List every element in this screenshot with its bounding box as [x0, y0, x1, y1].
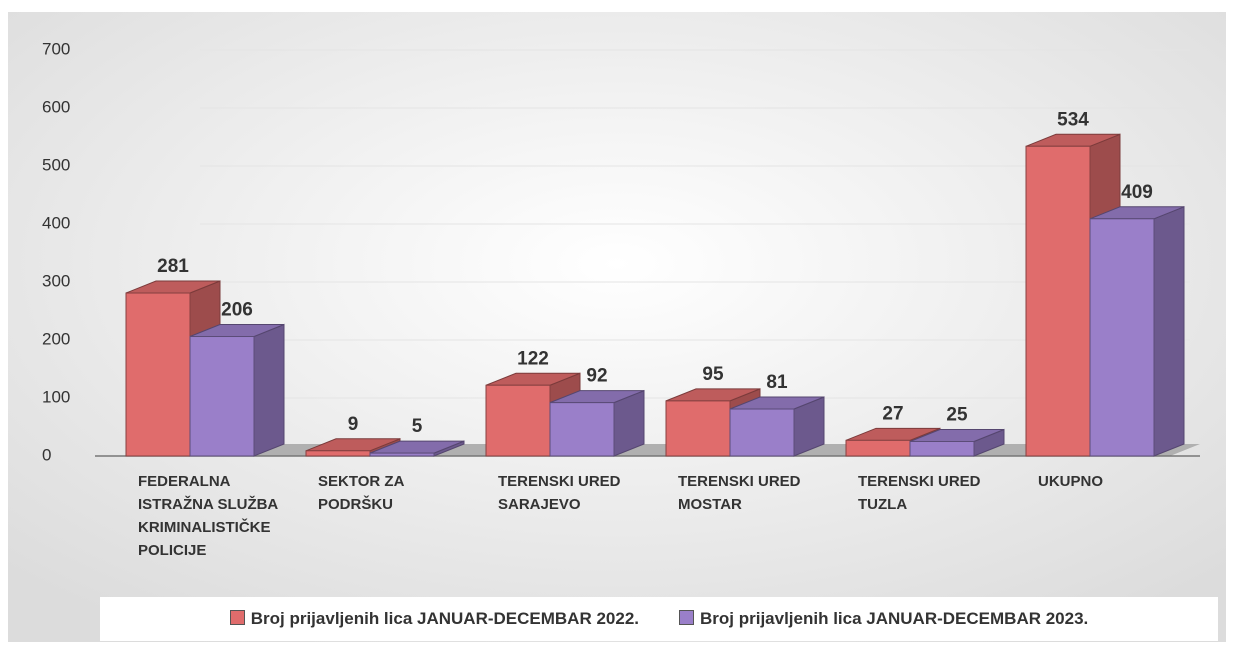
- data-label: 81: [766, 372, 788, 393]
- x-tick-label: TERENSKI URED TUZLA: [858, 473, 981, 513]
- data-label: 281: [157, 256, 189, 277]
- legend-label: Broj prijavljenih lica JANUAR-DECEMBAR 2…: [250, 609, 639, 628]
- x-tick-label: TERENSKI URED MOSTAR: [678, 473, 801, 513]
- y-tick-label: 100: [42, 387, 70, 406]
- x-tick-label: UKUPNO: [1038, 473, 1104, 490]
- legend-item: Broj prijavljenih lica JANUAR-DECEMBAR 2…: [679, 609, 1088, 629]
- bar: [189, 336, 255, 457]
- x-tick-label: TERENSKI URED SARAJEVO: [498, 473, 621, 513]
- data-label: 5: [412, 416, 423, 437]
- bar: [845, 439, 911, 457]
- y-tick-label: 300: [42, 271, 70, 290]
- y-tick-label: 500: [42, 155, 70, 174]
- data-label: 534: [1057, 109, 1089, 130]
- legend-label: Broj prijavljenih lica JANUAR-DECEMBAR 2…: [700, 609, 1089, 628]
- x-tick-label: FEDERALNA ISTRAŽNA SLUŽBA KRIMINALISTIČK…: [138, 473, 278, 559]
- bar: [665, 400, 731, 457]
- legend-swatch: [229, 610, 245, 625]
- legend-swatch: [679, 610, 694, 625]
- data-label: 122: [517, 348, 549, 369]
- data-label: 92: [586, 366, 607, 387]
- bar: [369, 452, 435, 457]
- bar-side: [253, 323, 285, 457]
- data-label: 9: [348, 414, 359, 435]
- bar: [549, 402, 615, 457]
- data-label: 95: [702, 364, 724, 385]
- y-tick-label: 600: [42, 97, 70, 116]
- data-label: 206: [221, 300, 253, 321]
- y-tick-label: 200: [42, 329, 70, 348]
- bar: [909, 441, 975, 457]
- data-label: 409: [1121, 182, 1153, 203]
- bar: [125, 292, 191, 457]
- bar: [1025, 145, 1091, 457]
- data-label: 27: [882, 403, 903, 424]
- bar: [1089, 218, 1155, 457]
- bar: [729, 408, 795, 457]
- y-tick-label: 700: [42, 39, 70, 58]
- y-tick-label: 0: [42, 445, 51, 464]
- legend-item: Broj prijavljenih lica JANUAR-DECEMBAR 2…: [229, 609, 639, 629]
- bar-side: [1153, 206, 1185, 457]
- bar: [305, 450, 371, 457]
- bar: [485, 384, 551, 457]
- legend: Broj prijavljenih lica JANUAR-DECEMBAR 2…: [100, 597, 1218, 641]
- x-tick-label: SEKTOR ZA PODRŠKU: [318, 473, 404, 513]
- data-label: 25: [946, 405, 968, 426]
- y-tick-label: 400: [42, 213, 70, 232]
